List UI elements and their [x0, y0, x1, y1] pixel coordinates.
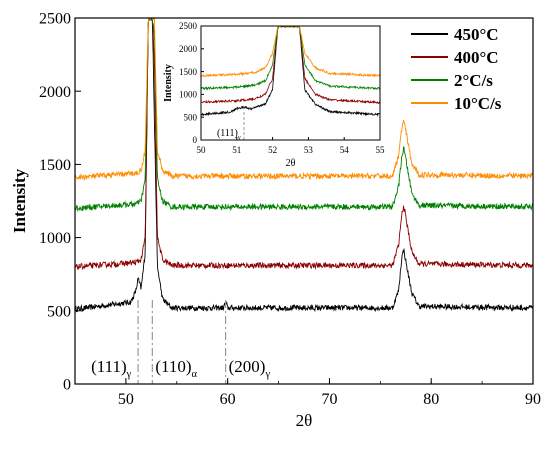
main-series-450c [75, 18, 533, 313]
main-x-tick-label: 60 [220, 391, 236, 408]
main-annotation-110: (110)α [155, 357, 197, 380]
inset-x-tick-label: 54 [340, 145, 350, 155]
inset-y-tick-label: 0 [193, 135, 198, 145]
legend-label-400c: 400°C [454, 48, 499, 67]
inset-plot-frame [200, 25, 381, 141]
main-plot: (111)γ (110)α (200)γ 50 60 70 80 90 0500100015… [10, 11, 541, 430]
main-reference-lines [137, 300, 227, 384]
inset-x-tick-label: 51 [232, 145, 241, 155]
main-plot-frame [74, 17, 534, 385]
inset-x-axis-label: 2θ [286, 158, 296, 169]
legend: 450°C 400°C 2°C/s 10°C/s [411, 25, 502, 113]
inset-y-tick-label: 2000 [179, 44, 198, 54]
main-x-tick-label: 80 [423, 391, 439, 408]
inset-y-axis: 0 500 1000 1500 2000 2500 [179, 21, 204, 145]
inset-y-axis-label: Intensity [163, 64, 174, 102]
inset-x-tick-label: 52 [268, 145, 277, 155]
main-x-tick-label: 70 [321, 391, 337, 408]
main-x-tick-label: 90 [525, 391, 541, 408]
legend-label-10c-s: 10°C/s [454, 94, 502, 113]
main-x-axis-label: 2θ [296, 411, 313, 430]
inset-x-tick-label: 50 [197, 145, 207, 155]
main-y-axis: 0 500 1000 1500 2000 2500 [39, 11, 81, 394]
main-annotations: (111)γ (110)α (200)γ [91, 357, 270, 380]
inset-x-axis: 50 51 52 53 54 55 [197, 137, 386, 155]
main-x-tick-label: 50 [118, 391, 134, 408]
main-series-10c-s [75, 18, 533, 182]
main-series-2c-s [75, 18, 533, 213]
legend-label-2c-s: 2°C/s [454, 71, 493, 90]
inset-x-tick-label: 55 [376, 145, 386, 155]
inset-background [201, 26, 380, 140]
main-annotation-111: (111)γ [91, 357, 132, 380]
inset-plot: (111)γ 50 51 52 53 54 55 0 500 1000 1500 2000 2500… [163, 21, 385, 169]
inset-y-tick-label: 1500 [179, 67, 198, 77]
inset-y-tick-label: 1000 [179, 90, 198, 100]
main-y-tick-label: 2500 [39, 11, 71, 28]
main-y-tick-label: 2000 [39, 84, 71, 101]
inset-series-2c-s [201, 26, 380, 91]
inset-annotations: (111)γ [217, 128, 241, 141]
main-y-tick-label: 1500 [39, 157, 71, 174]
main-x-axis: 50 60 70 80 90 [74, 378, 541, 408]
main-y-tick-label: 500 [47, 303, 71, 320]
main-series-group [75, 18, 533, 313]
legend-label-450c: 450°C [454, 25, 499, 44]
inset-y-tick-label: 2500 [179, 21, 198, 31]
main-series-400c [75, 18, 533, 271]
inset-annotation-111: (111)γ [217, 128, 241, 141]
main-y-tick-label: 0 [63, 377, 71, 394]
main-y-tick-label: 1000 [39, 230, 71, 247]
main-annotation-200: (200)γ [229, 357, 271, 380]
inset-x-tick-label: 53 [304, 145, 314, 155]
inset-y-tick-label: 500 [184, 112, 198, 122]
main-y-axis-label: Intensity [10, 168, 29, 233]
